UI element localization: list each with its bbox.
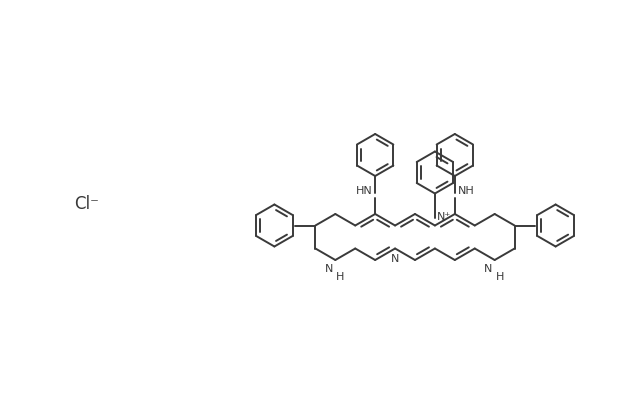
Text: HN: HN xyxy=(355,186,372,196)
Text: N: N xyxy=(391,253,399,264)
Text: N: N xyxy=(484,264,493,274)
Text: Cl⁻: Cl⁻ xyxy=(74,195,99,213)
Text: N⁺: N⁺ xyxy=(437,213,451,222)
Text: N: N xyxy=(325,264,333,274)
Text: NH: NH xyxy=(458,186,474,196)
Text: H: H xyxy=(336,272,345,282)
Text: H: H xyxy=(495,272,504,282)
